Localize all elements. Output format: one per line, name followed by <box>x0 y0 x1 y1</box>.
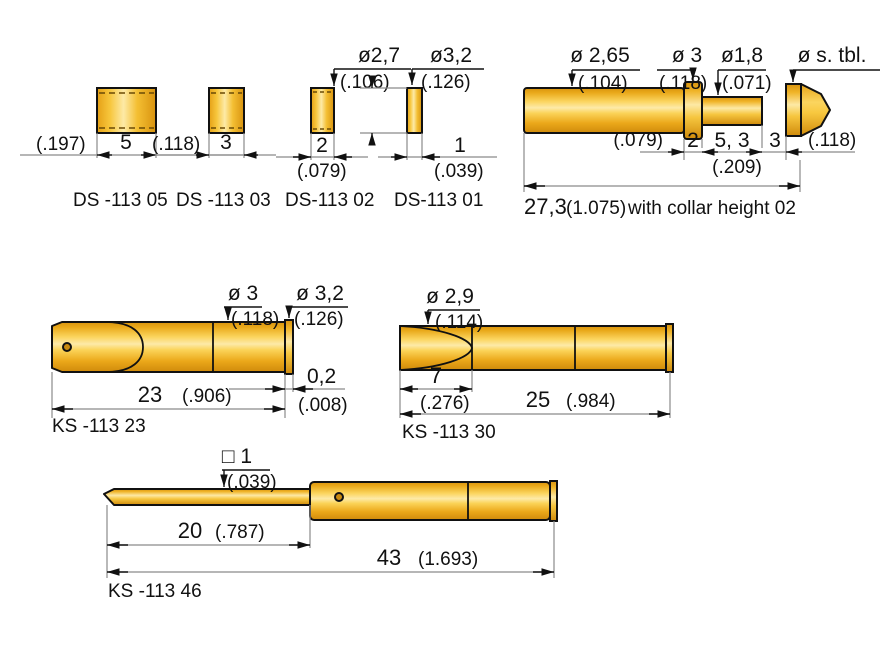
seg-tip-mm: 3 <box>769 129 781 152</box>
callout-tip-dia-mm: ø 2,9 <box>426 285 474 308</box>
seg-collar-mm: 2 <box>687 129 699 152</box>
callout-collar-dia-mm: ø 3 <box>672 44 702 67</box>
overall-length-note: with collar height 02 <box>627 198 796 219</box>
part-ks-113-30: ø 2,9 (.114) 7 (.276) 25 (.984) KS -113 … <box>399 285 674 443</box>
callout-barrel-dia-inch: (.104) <box>578 73 628 94</box>
callout-wire-section-inch: (.039) <box>227 472 277 493</box>
callout-body-dia-inch: (.118) <box>231 309 279 330</box>
part-ds-113-01: ø3,2 (.126) 1 (.039) DS-113 01 <box>360 44 497 211</box>
overall-length-mm: 25 <box>526 387 550 412</box>
probe-tip-collar <box>785 83 802 137</box>
collar-block-body <box>208 87 245 134</box>
probe-end-flange <box>549 480 558 522</box>
nose-contour <box>105 321 144 373</box>
overall-length-mm: 27,3 <box>524 194 567 219</box>
flange-width-inch: (.008) <box>298 395 348 416</box>
callout-tip-dia-mm: ø s. tbl. <box>798 44 867 67</box>
part-main-probe: ø 2,65 (.104) ø 3 (.118) ø1,8 (.071) ø s… <box>523 44 880 219</box>
callout-tip-dia-inch: (.114) <box>435 312 483 333</box>
seg-plunger-inch: (.209) <box>712 157 762 178</box>
part-ds-113-02: ø2,7 (.106) 2 (.079) DS-113 02 <box>276 44 411 211</box>
seg-tip-inch: (.118) <box>808 130 856 151</box>
callout-diameter-mm: ø2,7 <box>358 44 400 67</box>
seg-collar-inch: (.079) <box>613 130 663 151</box>
wire-length-mm: 20 <box>178 518 202 543</box>
part-ds-113-05: 5 (.197) DS -113 05 <box>20 87 253 211</box>
collar-block-body <box>96 87 157 134</box>
dim-width-inch: (.079) <box>297 161 347 182</box>
overall-length-mm: 23 <box>138 382 162 407</box>
part-label: DS-113 01 <box>394 190 483 211</box>
collar-block-body <box>406 87 423 134</box>
part-label: KS -113 30 <box>402 422 496 443</box>
flange-width-mm: 0,2 <box>307 365 336 388</box>
dim-width-inch: (.118) <box>152 134 200 155</box>
part-label: DS -113 05 <box>73 190 168 211</box>
dim-width-mm: 1 <box>454 134 466 157</box>
callout-diameter-inch: (.106) <box>340 72 390 93</box>
probe-tip-cone <box>800 83 831 137</box>
tip-length-inch: (.276) <box>420 393 470 414</box>
dim-width-inch: (.197) <box>36 134 86 155</box>
callout-barrel-dia-mm: ø 2,65 <box>570 44 630 67</box>
overall-length-inch: (.906) <box>182 386 232 407</box>
callout-plunger-dia-mm: ø1,8 <box>721 44 763 67</box>
dim-width-mm: 5 <box>120 131 132 154</box>
side-hole-icon <box>334 492 344 502</box>
collar-block-body <box>310 87 335 134</box>
part-label: DS -113 03 <box>176 190 271 211</box>
callout-flange-dia-inch: (.126) <box>294 309 344 330</box>
callout-flange-dia-mm: ø 3,2 <box>296 282 344 305</box>
probe-end-flange <box>665 323 674 373</box>
probe-plunger <box>701 96 763 126</box>
callout-plunger-dia-inch: (.071) <box>722 73 772 94</box>
overall-length-inch: (.984) <box>566 391 616 412</box>
callout-body-dia-mm: ø 3 <box>228 282 258 305</box>
part-label: KS -113 46 <box>108 581 202 602</box>
probe-wire <box>103 488 314 506</box>
dim-width-inch: (.039) <box>434 161 484 182</box>
part-label: DS-113 02 <box>285 190 374 211</box>
probe-barrel <box>523 87 685 134</box>
probe-barrel <box>309 481 551 521</box>
callout-collar-dia-inch: (.118) <box>659 73 707 94</box>
callout-diameter-mm: ø3,2 <box>430 44 472 67</box>
seg-plunger-mm: 5, 3 <box>714 129 749 152</box>
dim-width-mm: 3 <box>220 131 232 154</box>
side-hole-icon <box>62 342 72 352</box>
part-ks-113-23: ø 3 (.118) ø 3,2 (.126) 0,2 (.008) 23 (.… <box>51 282 348 437</box>
overall-length-inch: (1.075) <box>566 198 626 219</box>
probe-flange <box>284 319 294 375</box>
callout-wire-section-mm: □ 1 <box>222 445 252 468</box>
part-ks-113-46: □ 1 (.039) 20 (.787) 43 (1.693) KS -113 … <box>103 445 558 602</box>
tip-length-mm: 7 <box>430 363 442 388</box>
overall-length-inch: (1.693) <box>418 549 478 570</box>
part-label: KS -113 23 <box>52 416 146 437</box>
part-ds-113-03: 3 (.118) DS -113 03 <box>152 87 276 211</box>
dim-width-mm: 2 <box>316 134 328 157</box>
callout-diameter-inch: (.126) <box>421 72 471 93</box>
overall-length-mm: 43 <box>377 545 401 570</box>
wire-length-inch: (.787) <box>215 522 265 543</box>
